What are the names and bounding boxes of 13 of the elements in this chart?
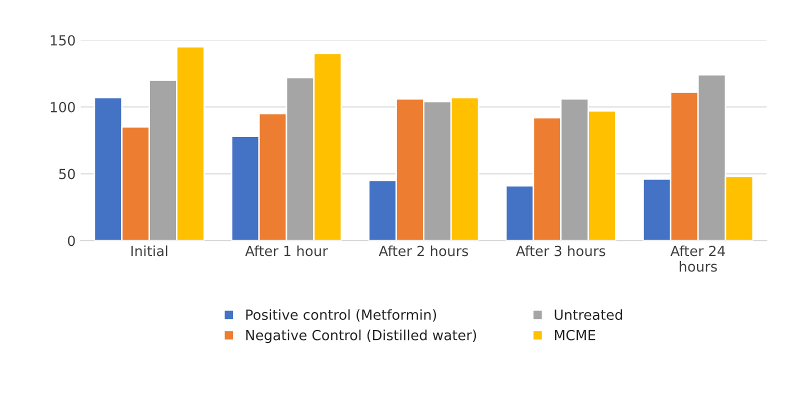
legend-label: Negative Control (Distilled water) [246, 330, 476, 344]
y-tick-label: 50 [59, 168, 75, 180]
x-tick-label: After 1 hour [245, 245, 328, 256]
legend-label: Positive control (Metformin) [246, 309, 436, 322]
x-tick-label: After 2 hours [378, 245, 468, 256]
x-tick-label: Initial [131, 245, 168, 256]
y-tick-label: 100 [50, 102, 75, 112]
legend-label: MCME [554, 330, 596, 340]
legend-label: Untreated [554, 309, 622, 320]
y-tick-label: 0 [68, 236, 75, 246]
x-tick-label: After 24 hours [670, 245, 725, 272]
x-tick-label: After 3 hours [516, 245, 606, 256]
y-tick-label: 150 [50, 35, 75, 46]
